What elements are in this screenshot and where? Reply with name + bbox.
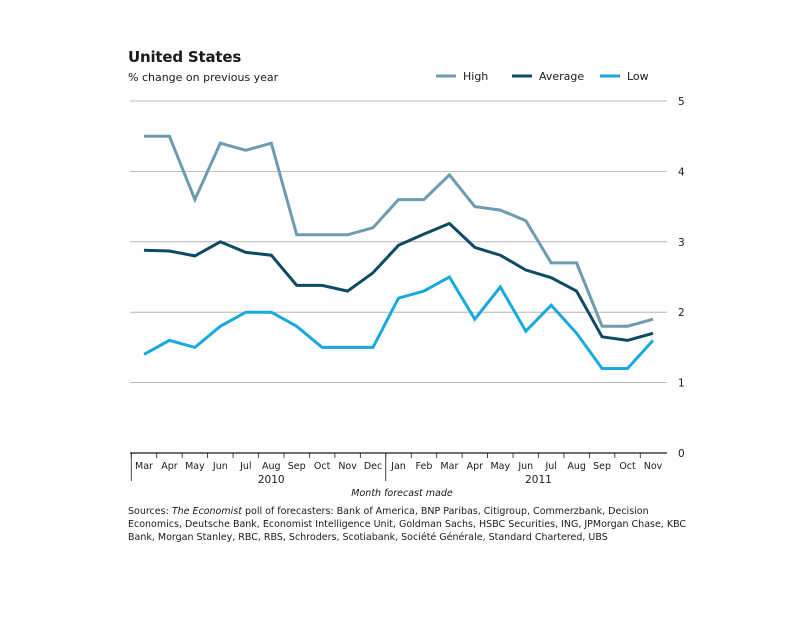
x-tick-label: Oct	[619, 461, 636, 472]
x-tick-label: Sep	[593, 461, 611, 472]
sources-label: Sources:	[128, 506, 172, 517]
gridlines	[130, 100, 667, 384]
x-tick-label: Mar	[135, 461, 153, 472]
legend: High Average Low	[436, 70, 649, 83]
x-tick-label: Sep	[288, 461, 306, 472]
x-tick-label: Apr	[467, 461, 484, 472]
y-tick-label: 1	[678, 378, 685, 390]
x-tick-label: Jul	[544, 461, 556, 472]
line-chart: 0 1 2 3 4 5 Mar Apr May Jun Jul Aug Sep Oct Nov Dec Jan…	[130, 70, 685, 499]
x-tick-label: Apr	[161, 461, 178, 472]
y-axis-ticks: 0 1 2 3 4 5	[678, 96, 685, 460]
year-label: 2011	[525, 474, 552, 486]
x-tick-label: Jan	[390, 461, 406, 472]
series-line-high	[144, 134, 654, 328]
y-tick-label: 2	[678, 307, 685, 319]
x-tick-label: Feb	[416, 461, 433, 472]
y-tick-label: 5	[678, 96, 685, 108]
sources-text: poll of forecasters: Bank of America, BN…	[128, 506, 687, 543]
sources-note: Sources: The Economist poll of forecaste…	[128, 505, 688, 544]
x-tick-label: Aug	[262, 461, 281, 472]
x-tick-label: Jun	[212, 461, 228, 472]
x-axis-title: Month forecast made	[351, 488, 453, 499]
series-line-low	[143, 274, 655, 370]
sources-italic: The Economist	[171, 506, 242, 517]
x-tick-label: Dec	[364, 461, 382, 472]
y-tick-label: 4	[678, 166, 685, 178]
x-tick-label: Aug	[567, 461, 586, 472]
y-tick-label: 3	[678, 237, 685, 249]
x-tick-label: Oct	[314, 461, 331, 472]
x-axis: Mar Apr May Jun Jul Aug Sep Oct Nov Dec Jan Feb Mar A…	[130, 452, 667, 486]
legend-label-average: Average	[539, 70, 584, 83]
legend-label-low: Low	[627, 70, 649, 83]
x-tick-label: Nov	[644, 461, 663, 472]
x-tick-label: May	[185, 461, 205, 472]
x-tick-label: May	[490, 461, 510, 472]
chart-title: United States	[128, 48, 242, 66]
year-label: 2010	[258, 474, 285, 486]
x-tick-label: Jun	[517, 461, 533, 472]
series-lines	[143, 134, 655, 370]
series-line-average	[143, 221, 654, 342]
legend-label-high: High	[463, 70, 488, 83]
chart-subtitle: % change on previous year	[128, 71, 279, 84]
x-tick-label: Jul	[239, 461, 251, 472]
y-tick-label: 0	[678, 448, 685, 460]
x-tick-label: Mar	[440, 461, 458, 472]
x-tick-label: Nov	[338, 461, 357, 472]
